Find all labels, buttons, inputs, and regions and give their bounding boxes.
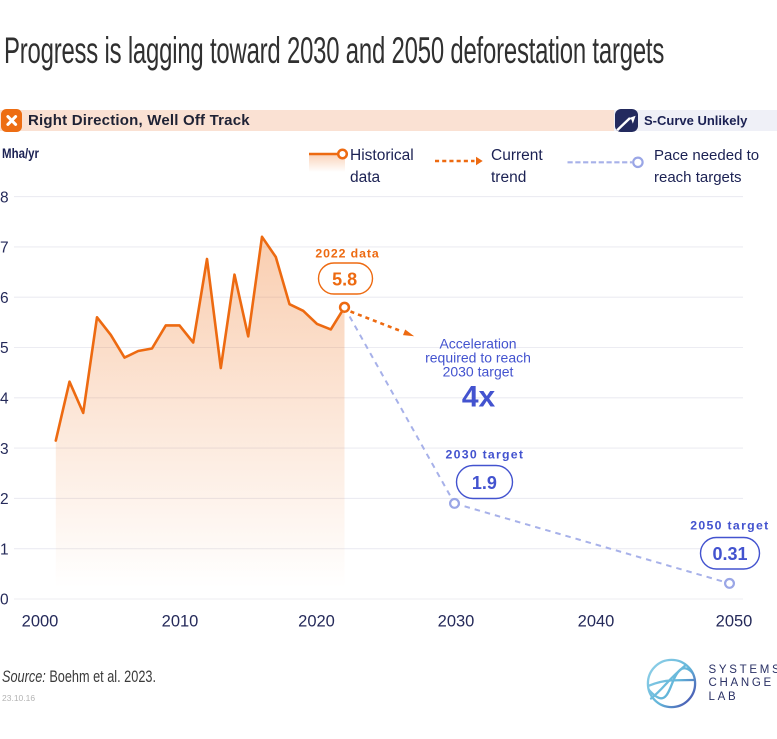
svg-text:3: 3: [0, 441, 9, 458]
svg-text:Acceleration: Acceleration: [439, 336, 516, 352]
svg-text:required to reach: required to reach: [425, 350, 531, 366]
svg-text:5.8: 5.8: [332, 269, 357, 289]
svg-text:2022 data: 2022 data: [315, 247, 379, 261]
svg-text:2050: 2050: [716, 613, 753, 631]
svg-text:1: 1: [0, 541, 9, 558]
svg-text:2030: 2030: [438, 613, 475, 631]
svg-text:4x: 4x: [462, 381, 496, 414]
svg-text:6: 6: [0, 290, 9, 307]
svg-text:2030 target: 2030 target: [443, 364, 514, 380]
svg-text:2010: 2010: [162, 613, 199, 631]
svg-text:4: 4: [0, 391, 9, 408]
svg-text:0: 0: [0, 592, 9, 609]
svg-text:0.31: 0.31: [712, 544, 747, 564]
svg-text:2040: 2040: [578, 613, 615, 631]
svg-text:2: 2: [0, 491, 9, 508]
svg-text:7: 7: [0, 240, 9, 257]
svg-text:1.9: 1.9: [472, 473, 497, 493]
svg-text:5: 5: [0, 340, 9, 357]
svg-text:2030 target: 2030 target: [446, 448, 525, 462]
svg-text:2020: 2020: [298, 613, 335, 631]
svg-text:2000: 2000: [22, 613, 59, 631]
svg-text:8: 8: [0, 189, 9, 206]
svg-text:2050 target: 2050 target: [690, 519, 769, 533]
